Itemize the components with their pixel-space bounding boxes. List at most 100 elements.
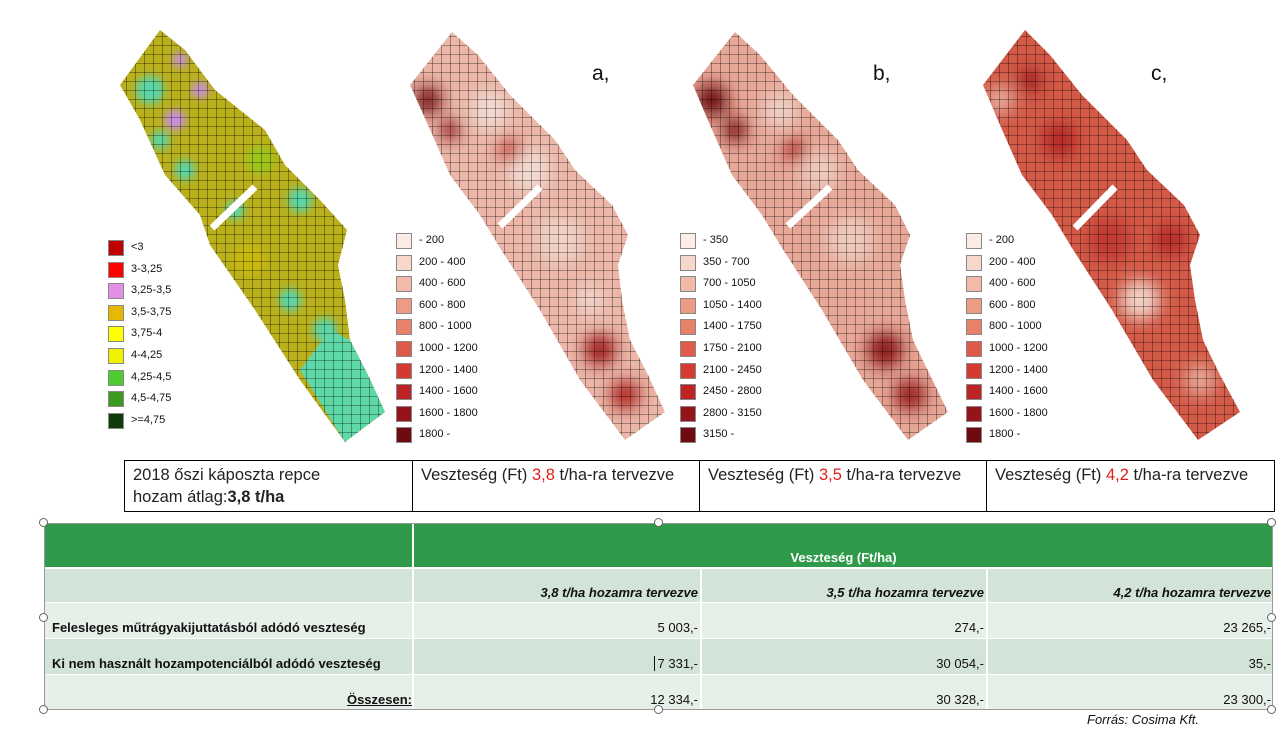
legend-label: 350 - 700	[703, 255, 750, 268]
legend-swatch	[966, 384, 982, 401]
caption-yield-line2-prefix: hozam átlag:	[133, 488, 228, 506]
caption-loss-a: Veszteség (Ft) 3,8 t/ha-ra tervezve	[412, 460, 700, 512]
legend-swatch	[680, 254, 696, 271]
row2-value-3: 35,-	[988, 639, 1273, 674]
table-header	[414, 523, 1273, 567]
resize-handle-bottom-right[interactable]	[1267, 705, 1276, 714]
legend-swatch	[966, 340, 982, 357]
panel-letter-a: a,	[592, 62, 610, 85]
legend-label: 700 - 1050	[703, 277, 756, 290]
field-maps	[120, 30, 1240, 442]
legend-swatch	[108, 283, 124, 300]
legend-swatch	[680, 233, 696, 249]
legend-label: 1800 -	[989, 428, 1021, 441]
resize-handle-top-right[interactable]	[1267, 518, 1276, 527]
legend-label: 1200 - 1400	[419, 363, 478, 376]
caption-loss-suffix: t/ha-ra tervezve	[554, 466, 675, 484]
table-header-blank	[44, 523, 412, 567]
resize-handle-left[interactable]	[39, 613, 48, 622]
legend-swatch	[966, 233, 982, 249]
column-header-3: 4,2 t/ha hozamra tervezve	[988, 569, 1273, 602]
legend-swatch	[396, 362, 412, 379]
row1-value-1: 5 003,-	[414, 603, 700, 638]
legend-swatch	[108, 326, 124, 343]
row2-value-1: 7 331,-	[414, 639, 700, 674]
legend-label: 3,5-3,75	[131, 305, 172, 318]
legend-swatch	[396, 233, 412, 249]
row1-value-2: 274,-	[702, 603, 986, 638]
legend-swatch	[680, 427, 696, 444]
legend-label: 1200 - 1400	[989, 363, 1048, 376]
legend-label: 800 - 1000	[989, 320, 1042, 333]
caption-loss-b: Veszteség (Ft) 3,5 t/ha-ra tervezve	[699, 460, 987, 512]
legend-swatch	[966, 276, 982, 293]
yield-map	[120, 30, 385, 442]
resize-handle-bottom[interactable]	[654, 705, 663, 714]
road-a	[497, 184, 543, 229]
legend-swatch	[108, 261, 124, 278]
legend-label: >=4,75	[131, 413, 166, 426]
panel-letter-b: b,	[873, 62, 891, 85]
caption-yield: 2018 őszi káposzta repce hozam átlag:3,8…	[124, 460, 413, 512]
caption-loss-value-b: 3,5	[818, 466, 842, 484]
legend-swatch	[108, 347, 124, 364]
legend-label: 3-3,25	[131, 262, 163, 275]
caption-loss-prefix: Veszteség (Ft)	[708, 466, 819, 484]
road-c	[1072, 184, 1118, 231]
legend-label: 1000 - 1200	[419, 341, 478, 354]
legend-swatch	[680, 276, 696, 293]
resize-handle-right[interactable]	[1267, 613, 1276, 622]
legend-swatch	[396, 254, 412, 271]
legend-swatch	[966, 362, 982, 379]
field-road	[209, 184, 258, 231]
row1-value-3: 23 265,-	[988, 603, 1273, 638]
table-header-title: Veszteség (Ft/ha)	[790, 550, 897, 565]
legend-swatch	[680, 340, 696, 357]
caption-loss-value-a: 3,8	[531, 466, 555, 484]
legend-swatch	[396, 297, 412, 314]
panel-letter-c: c,	[1151, 62, 1168, 85]
legend-swatch	[680, 362, 696, 379]
resize-handle-top[interactable]	[654, 518, 663, 527]
caption-loss-prefix: Veszteség (Ft)	[995, 466, 1106, 484]
column-header-blank	[44, 569, 412, 602]
legend-label: 600 - 800	[419, 298, 466, 311]
legend-swatch	[966, 297, 982, 314]
total-value-3: 23 300,-	[988, 675, 1273, 710]
legend-label: - 350	[703, 234, 729, 246]
legend-label: 200 - 400	[989, 255, 1036, 268]
text-cursor	[654, 656, 655, 671]
legend-swatch	[108, 391, 124, 408]
legend-label: 2800 - 3150	[703, 406, 762, 419]
source-note: Forrás: Cosima Kft.	[1087, 712, 1199, 727]
resize-handle-bottom-left[interactable]	[39, 705, 48, 714]
legend-swatch	[680, 297, 696, 314]
caption-loss-suffix: t/ha-ra tervezve	[841, 466, 962, 484]
road-b	[785, 184, 833, 229]
legend-label: 800 - 1000	[419, 320, 472, 333]
legend-swatch	[396, 276, 412, 293]
legend-label: 400 - 600	[419, 277, 466, 290]
caption-loss-prefix: Veszteség (Ft)	[421, 466, 532, 484]
legend-label: 1400 - 1750	[703, 320, 762, 333]
legend-swatch	[966, 254, 982, 271]
row2-value-2: 30 054,-	[702, 639, 986, 674]
caption-loss-c: Veszteség (Ft) 4,2 t/ha-ra tervezve	[986, 460, 1275, 512]
loss-table[interactable]: Veszteség (Ft/ha) 3,8 t/ha hozamra terve…	[39, 518, 1276, 714]
row-label-total: Összesen:	[44, 675, 412, 710]
legend-label: - 200	[419, 234, 445, 246]
legend-label: 1750 - 2100	[703, 341, 762, 354]
legend-label: <3	[131, 241, 144, 253]
resize-handle-top-left[interactable]	[39, 518, 48, 527]
legend-swatch	[966, 427, 982, 444]
total-value-1: 12 334,-	[414, 675, 700, 710]
caption-yield-average: 3,8 t/ha	[227, 488, 285, 506]
legend-label: 1600 - 1800	[419, 406, 478, 419]
legend-swatch	[108, 304, 124, 321]
row-label-2: Ki nem használt hozampotenciálból adódó …	[44, 639, 412, 674]
legend-label: 1800 -	[419, 428, 451, 441]
column-header-2: 3,5 t/ha hozamra tervezve	[702, 569, 986, 602]
legend-swatch	[108, 412, 124, 429]
caption-loss-suffix: t/ha-ra tervezve	[1128, 466, 1249, 484]
legend-label: 4,5-4,75	[131, 392, 172, 405]
